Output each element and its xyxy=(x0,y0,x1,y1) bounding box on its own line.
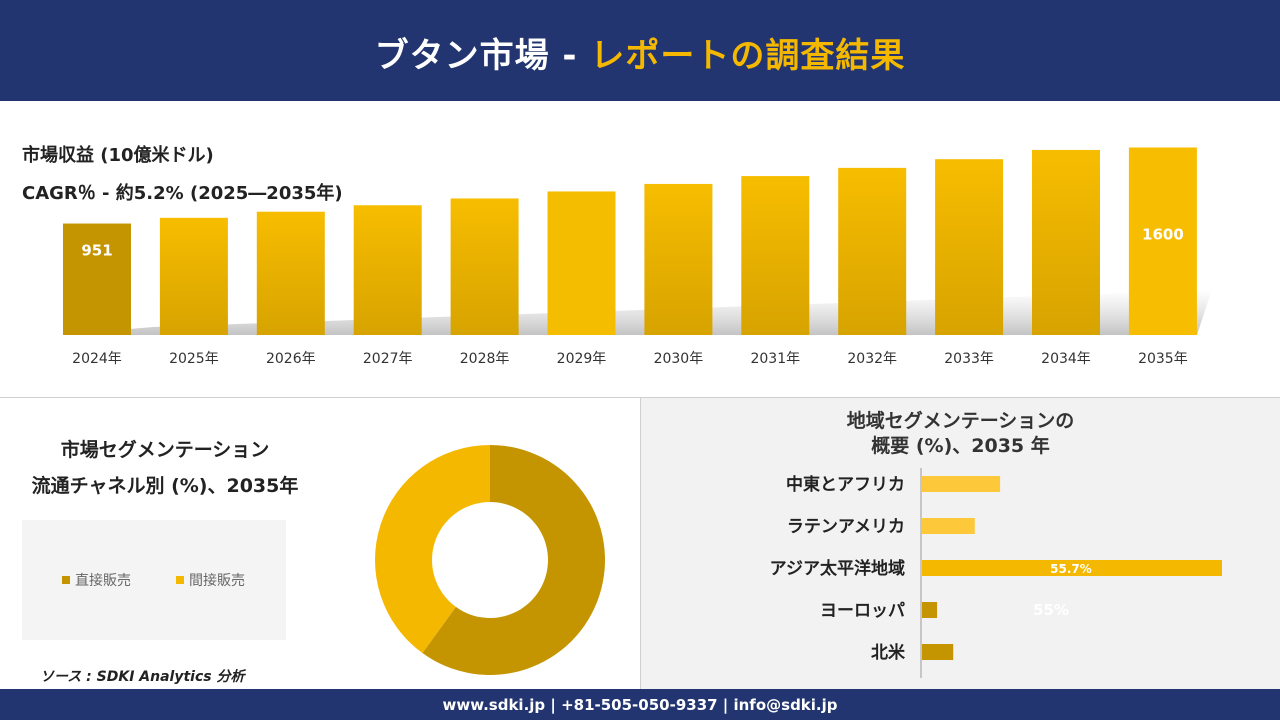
revenue-bar xyxy=(450,198,519,335)
x-tick-label: 2027年 xyxy=(363,351,413,367)
footer-contact: www.sdki.jp | +81-505-050-9337 | info@sd… xyxy=(442,696,838,714)
region-annotation: 55% xyxy=(1033,601,1069,619)
x-tick-label: 2030年 xyxy=(654,351,704,367)
region-data-label: 55.7% xyxy=(1050,562,1092,576)
revenue-bar xyxy=(1128,147,1197,335)
revenue-bar xyxy=(63,223,131,335)
page-title-main: ブタン市場 - xyxy=(374,36,578,76)
region-category-label: ラテンアメリカ xyxy=(787,517,905,537)
bar-data-label: 1600 xyxy=(1142,225,1184,243)
legend-item-direct: 直接販売 xyxy=(62,570,131,590)
bar-data-label: 951 xyxy=(81,242,112,260)
bar-floor-shadow xyxy=(63,290,1212,335)
revenue-bar xyxy=(838,167,907,335)
x-tick-label: 2033年 xyxy=(944,351,994,367)
footer-bar: www.sdki.jp | +81-505-050-9337 | info@sd… xyxy=(0,689,1280,720)
header-banner: ブタン市場 - レポートの調査結果 xyxy=(0,0,1280,101)
revenue-bar xyxy=(1032,149,1100,335)
x-tick-label: 2035年 xyxy=(1138,351,1188,367)
page-title: ブタン市場 - レポートの調査結果 xyxy=(0,28,1280,77)
region-bar xyxy=(922,518,975,534)
source-note: ソース : SDKI Analytics 分析 xyxy=(40,669,245,685)
donut-slice xyxy=(422,445,605,675)
x-tick-label: 2025年 xyxy=(169,351,219,367)
x-tick-label: 2032年 xyxy=(847,351,897,367)
region-category-label: アジア太平洋地域 xyxy=(770,558,905,579)
revenue-bar xyxy=(353,205,422,335)
panel-divider xyxy=(640,398,641,689)
x-tick-label: 2031年 xyxy=(750,351,800,367)
x-tick-label: 2026年 xyxy=(266,351,316,367)
region-category-label: 中東とアフリカ xyxy=(786,474,905,495)
page-title-accent: レポートの調査結果 xyxy=(590,36,906,76)
region-title-line1: 地域セグメンテーションの xyxy=(846,410,1075,432)
revenue-bar xyxy=(256,211,325,335)
region-bar xyxy=(922,560,1222,576)
legend-swatch-direct xyxy=(62,576,70,584)
legend-swatch-indirect xyxy=(176,576,184,584)
revenue-bar xyxy=(159,217,228,335)
revenue-bar-chart: 2024年 2025年 2026年 2027年 2028年 2029年 2030年 2031年… xyxy=(63,147,1212,367)
segmentation-title-line2: 流通チャネル別 (%)、2035年 xyxy=(31,475,299,497)
legend-label-direct: 直接販売 xyxy=(75,573,131,589)
distribution-donut-chart xyxy=(375,445,605,675)
revenue-bar xyxy=(644,183,713,335)
revenue-label: 市場収益 (10億米ドル) xyxy=(22,145,214,166)
x-tick-label: 2029年 xyxy=(557,351,607,367)
x-tick-label: 2034年 xyxy=(1041,351,1091,367)
revenue-bar xyxy=(741,176,810,335)
donut-legend: 直接販売 間接販売 xyxy=(22,520,286,640)
region-bar xyxy=(922,602,938,618)
cagr-label: CAGR％ - 約5.2% (2025―2035年) xyxy=(22,183,343,204)
legend-label-indirect: 間接販売 xyxy=(189,573,245,589)
legend-item-indirect: 間接販売 xyxy=(176,570,245,590)
revenue-bar xyxy=(935,159,1004,335)
region-panel: 地域セグメンテーションの 概要 (%)、2035 年 中東とアフリカ ラテンアメリ… xyxy=(641,398,1280,689)
x-tick-label: 2028年 xyxy=(460,351,510,367)
revenue-bar xyxy=(547,191,616,335)
donut-slice xyxy=(375,445,490,654)
region-title-line2: 概要 (%)、2035 年 xyxy=(871,435,1050,457)
region-category-label: 北米 xyxy=(871,642,906,663)
region-bar xyxy=(922,476,1001,492)
region-category-label: ヨーロッパ xyxy=(820,601,905,621)
section-divider xyxy=(0,397,1280,398)
x-tick-label: 2024年 xyxy=(72,351,122,367)
segmentation-title-line1: 市場セグメンテーション xyxy=(60,439,270,461)
region-bar xyxy=(922,644,954,660)
revenue-section: 2024年 2025年 2026年 2027年 2028年 2029年 2030年 2031年… xyxy=(0,101,1280,398)
